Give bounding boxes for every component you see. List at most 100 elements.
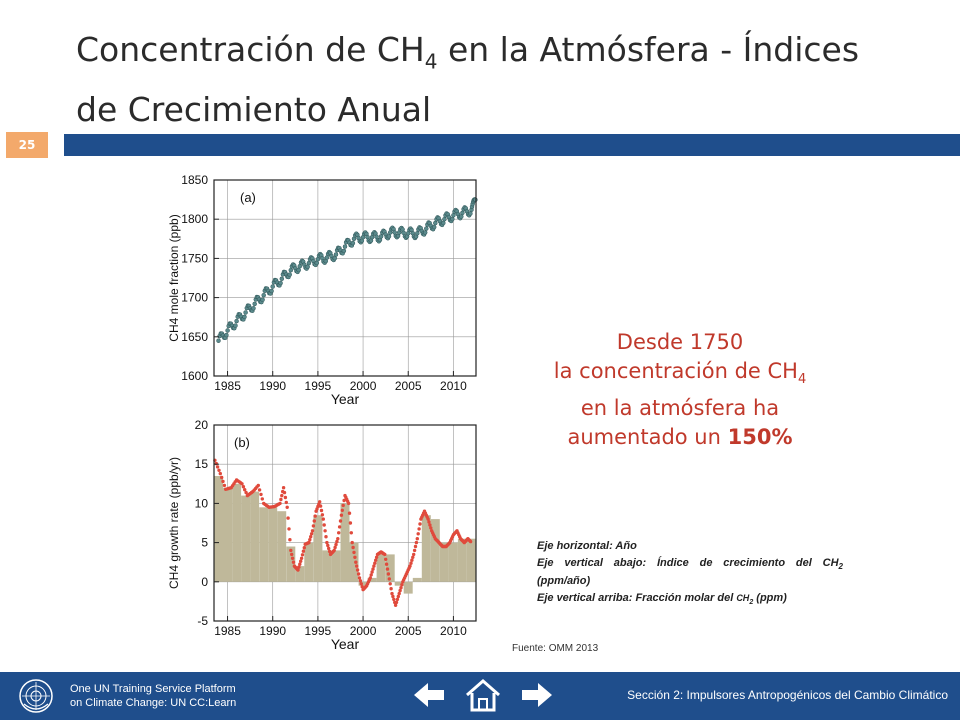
growth-rate-point (358, 579, 363, 583)
panel-label: (b) (234, 435, 250, 450)
growth-bar (322, 550, 332, 582)
growth-rate-point (319, 508, 324, 513)
growth-rate-point (373, 561, 377, 565)
growth-rate-point (290, 552, 294, 557)
growth-rate-point (313, 514, 317, 518)
y-tick-label: 20 (195, 418, 209, 432)
growth-rate-point (368, 576, 372, 580)
y-tick-label: 15 (195, 457, 209, 471)
growth-rate-point (284, 500, 288, 505)
growth-rate-point (283, 495, 288, 500)
data-point (441, 220, 446, 226)
arrow-right-icon[interactable] (516, 674, 558, 716)
growth-rate-point (357, 576, 362, 580)
footer-line1: One UN Training Service Platform (70, 683, 236, 695)
page-number-badge: 25 (6, 132, 48, 158)
growth-rate-point (318, 500, 322, 504)
data-point (424, 226, 429, 231)
growth-rate-point (374, 558, 378, 562)
growth-rate-point (410, 558, 414, 562)
growth-rate-point (408, 564, 412, 568)
growth-rate-point (359, 582, 363, 586)
growth-bar (367, 577, 377, 582)
growth-rate-point (411, 555, 415, 559)
data-point (288, 267, 294, 273)
data-point (261, 292, 266, 298)
growth-rate-point (354, 560, 358, 564)
data-point (243, 310, 248, 315)
data-point (234, 318, 239, 324)
growth-rate-point (325, 540, 329, 545)
growth-bar (259, 507, 269, 582)
data-point (224, 332, 229, 338)
growth-rate-point (351, 545, 355, 550)
growth-rate-point (290, 556, 295, 560)
growth-bar (277, 511, 287, 582)
growth-rate-point (412, 548, 417, 553)
growth-rate-point (260, 497, 264, 501)
growth-bar (421, 515, 431, 582)
growth-rate-point (388, 582, 392, 586)
growth-rate-point (417, 527, 421, 531)
growth-rate-point (335, 539, 339, 544)
data-point (350, 240, 356, 246)
x-tick-label: 2005 (395, 624, 422, 638)
home-icon[interactable] (462, 674, 504, 716)
x-tick-label: 1990 (259, 624, 286, 638)
plot-frame (213, 179, 477, 377)
growth-rate-point (346, 501, 351, 506)
x-tick-label: 1995 (305, 624, 332, 638)
growth-rate-point (468, 539, 473, 544)
x-tick-label: 1985 (214, 624, 241, 638)
data-point (242, 314, 247, 320)
growth-rate-point (350, 540, 354, 545)
data-point (260, 297, 265, 302)
growth-rate-point (355, 564, 359, 568)
growth-rate-point (287, 527, 291, 531)
growth-rate-point (334, 542, 338, 547)
x-axis-label: Year (331, 636, 360, 652)
y-axis-label: CH4 mole fraction (ppb) (167, 214, 181, 341)
footer-section-text: Sección 2: Impulsores Antropogénicos del… (627, 688, 948, 702)
plot-frame (213, 424, 477, 622)
growth-rate-point (348, 521, 353, 525)
growth-rate-point (415, 537, 419, 541)
x-tick-label: 2010 (440, 624, 467, 638)
growth-rate-point (399, 586, 403, 590)
growth-rate-point (282, 490, 287, 495)
data-point (386, 234, 392, 239)
growth-rate-point (374, 555, 379, 559)
data-point (279, 276, 285, 282)
growth-rate-point (286, 516, 290, 520)
y-tick-label: 0 (201, 575, 208, 589)
callout-line2: la concentración de CH4 (553, 359, 807, 388)
un-emblem-icon (19, 679, 53, 713)
growth-bar (448, 542, 458, 582)
callout-line1: Desde 1750 (616, 330, 744, 354)
growth-rate-point (279, 497, 283, 502)
data-point (415, 231, 420, 236)
growth-rate-point (291, 560, 296, 564)
y-tick-label: 1600 (181, 369, 208, 383)
growth-rate-point (222, 483, 227, 488)
growth-rate-point (322, 523, 326, 527)
data-point (341, 248, 347, 254)
growth-rate-point (326, 543, 330, 548)
growth-rate-point (278, 501, 282, 506)
arrow-left-icon[interactable] (408, 674, 450, 716)
data-point (305, 264, 310, 270)
growth-rate-point (312, 519, 316, 523)
growth-rate-point (221, 479, 225, 484)
growth-rate-point (323, 529, 327, 533)
source-caption: Fuente: OMM 2013 (512, 643, 599, 654)
growth-rate-point (215, 465, 220, 469)
growth-rate-point (241, 485, 246, 489)
y-tick-label: -5 (197, 614, 208, 628)
growth-rate-point (384, 562, 389, 566)
growth-rate-point (298, 562, 302, 566)
x-tick-label: 2005 (395, 379, 422, 393)
growth-bar (232, 483, 242, 582)
growth-rate-point (409, 561, 413, 565)
growth-rate-point (301, 549, 306, 553)
growth-bar (467, 538, 476, 582)
